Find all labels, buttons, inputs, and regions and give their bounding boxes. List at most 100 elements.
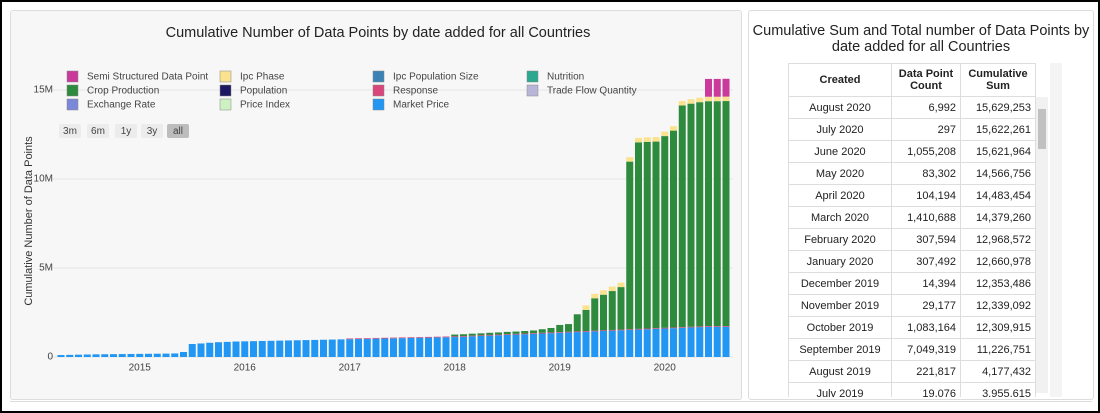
bar-segment [538, 333, 546, 357]
bar-segment [162, 353, 170, 357]
table-row: May 2020 83,302 14,566,756 [788, 162, 1036, 185]
bar-segment [477, 335, 485, 357]
bar-segment [180, 352, 187, 357]
table-cell: 15,622,261 [960, 118, 1036, 141]
x-tick-label: 2020 [654, 363, 677, 374]
bar-segment [696, 327, 704, 357]
table-cell: 12,309,915 [960, 316, 1036, 339]
legend-item[interactable]: Exchange Rate [66, 98, 156, 111]
legend-item[interactable]: Population [219, 84, 287, 97]
legend-item[interactable]: Nutrition [526, 70, 584, 83]
scrollbar-thumb[interactable] [1038, 109, 1046, 149]
bar-segment [556, 332, 564, 357]
x-tick-label: 2019 [549, 363, 572, 374]
range-button-label: 1y [121, 126, 132, 137]
bar-segment [521, 333, 529, 335]
bar-segment [573, 332, 581, 357]
bar-segment [626, 161, 634, 330]
bar-segment [495, 332, 502, 335]
table-row: June 2020 1,055,208 15,621,964 [788, 140, 1036, 163]
scrollbar[interactable] [1050, 63, 1062, 397]
bar-segment [512, 334, 520, 357]
y-tick-label: 10M [34, 174, 53, 185]
range-button[interactable]: all [167, 124, 189, 138]
bar-segment [460, 335, 467, 337]
table-cell: 307,594 [891, 228, 961, 251]
bar-segment [670, 130, 677, 328]
table-cell: 6,992 [891, 96, 961, 119]
range-button[interactable]: 3m [59, 124, 81, 138]
legend-item[interactable]: Response [372, 84, 438, 97]
table-cell: 3,955,615 [960, 382, 1036, 397]
scrollbar[interactable] [1036, 97, 1048, 393]
legend-item[interactable]: Crop Production [66, 84, 159, 97]
table-cell: 297 [891, 118, 961, 141]
legend-swatch [372, 98, 385, 111]
range-button-label: 3m [63, 126, 77, 137]
bar-segment [556, 324, 564, 333]
bar-segment [600, 294, 607, 331]
bar-segment [608, 330, 616, 357]
bar-segment [643, 137, 651, 142]
bar-segment [503, 334, 511, 335]
table-row: December 2019 14,394 12,353,486 [788, 272, 1036, 295]
legend-label: Ipc Population Size [393, 72, 479, 83]
legend-item[interactable]: Price Index [219, 98, 290, 111]
range-button-bg [115, 124, 137, 138]
bar-segment [468, 336, 476, 357]
bar-segment [670, 327, 677, 329]
legend-swatch [66, 84, 79, 97]
bar-segment [582, 331, 590, 357]
bar-segment [635, 329, 642, 357]
bar-segment [425, 336, 432, 338]
bar-segment [390, 338, 397, 357]
table-cell: 104,194 [891, 184, 961, 207]
bar-segment [486, 335, 494, 357]
legend-item[interactable]: Semi Structured Data Point [66, 70, 208, 83]
bar-segment [171, 353, 179, 357]
table-row: October 2019 1,083,164 12,309,915 [788, 316, 1036, 339]
bar-segment [556, 332, 564, 333]
table-cell: 83,302 [891, 162, 961, 185]
bar-segment [678, 101, 686, 106]
bar-segment [468, 333, 476, 336]
table-cell: 14,483,454 [960, 184, 1036, 207]
bar-segment [705, 326, 712, 327]
legend-swatch [219, 84, 232, 97]
range-button[interactable]: 6m [87, 124, 109, 138]
table-cell: 4,177,432 [960, 360, 1036, 383]
bar-segment [337, 339, 345, 357]
table-cell: 12,660,978 [960, 250, 1036, 273]
bar-segment [188, 344, 196, 357]
table-cell: January 2020 [788, 250, 892, 273]
y-tick-label: 15M [34, 85, 53, 96]
legend-item[interactable]: Ipc Phase [219, 70, 285, 83]
legend-item[interactable]: Market Price [372, 98, 450, 111]
range-button[interactable]: 3y [141, 124, 163, 138]
bar-segment [661, 131, 669, 137]
bar-segment [197, 343, 205, 357]
bar-segment [521, 334, 529, 357]
bar-segment [678, 327, 686, 328]
bar-segment [538, 329, 546, 333]
bar-segment [565, 324, 572, 332]
table-cell: February 2020 [788, 228, 892, 251]
bar-segment [381, 338, 389, 357]
bar-segment [118, 354, 126, 357]
table-scroll[interactable]: Created Data Point Count Cumulative Sum Aug… [788, 63, 1036, 397]
table-row: July 2019 19,076 3,955,615 [788, 382, 1036, 397]
range-button[interactable]: 1y [115, 124, 137, 138]
legend-item[interactable]: Ipc Population Size [372, 70, 479, 83]
bar-segment [320, 339, 327, 357]
bar-segment [451, 334, 459, 337]
legend-item[interactable]: Trade Flow Quantity [526, 84, 637, 97]
bar-segment [652, 137, 660, 142]
bar-segment [153, 353, 161, 357]
bar-segment [713, 326, 721, 357]
bar-segment [687, 326, 695, 328]
legend-label: Trade Flow Quantity [547, 86, 637, 97]
bar-segment [530, 333, 537, 334]
bar-segment [626, 329, 634, 357]
table-cell: 14,394 [891, 272, 961, 295]
legend-swatch [66, 98, 79, 111]
